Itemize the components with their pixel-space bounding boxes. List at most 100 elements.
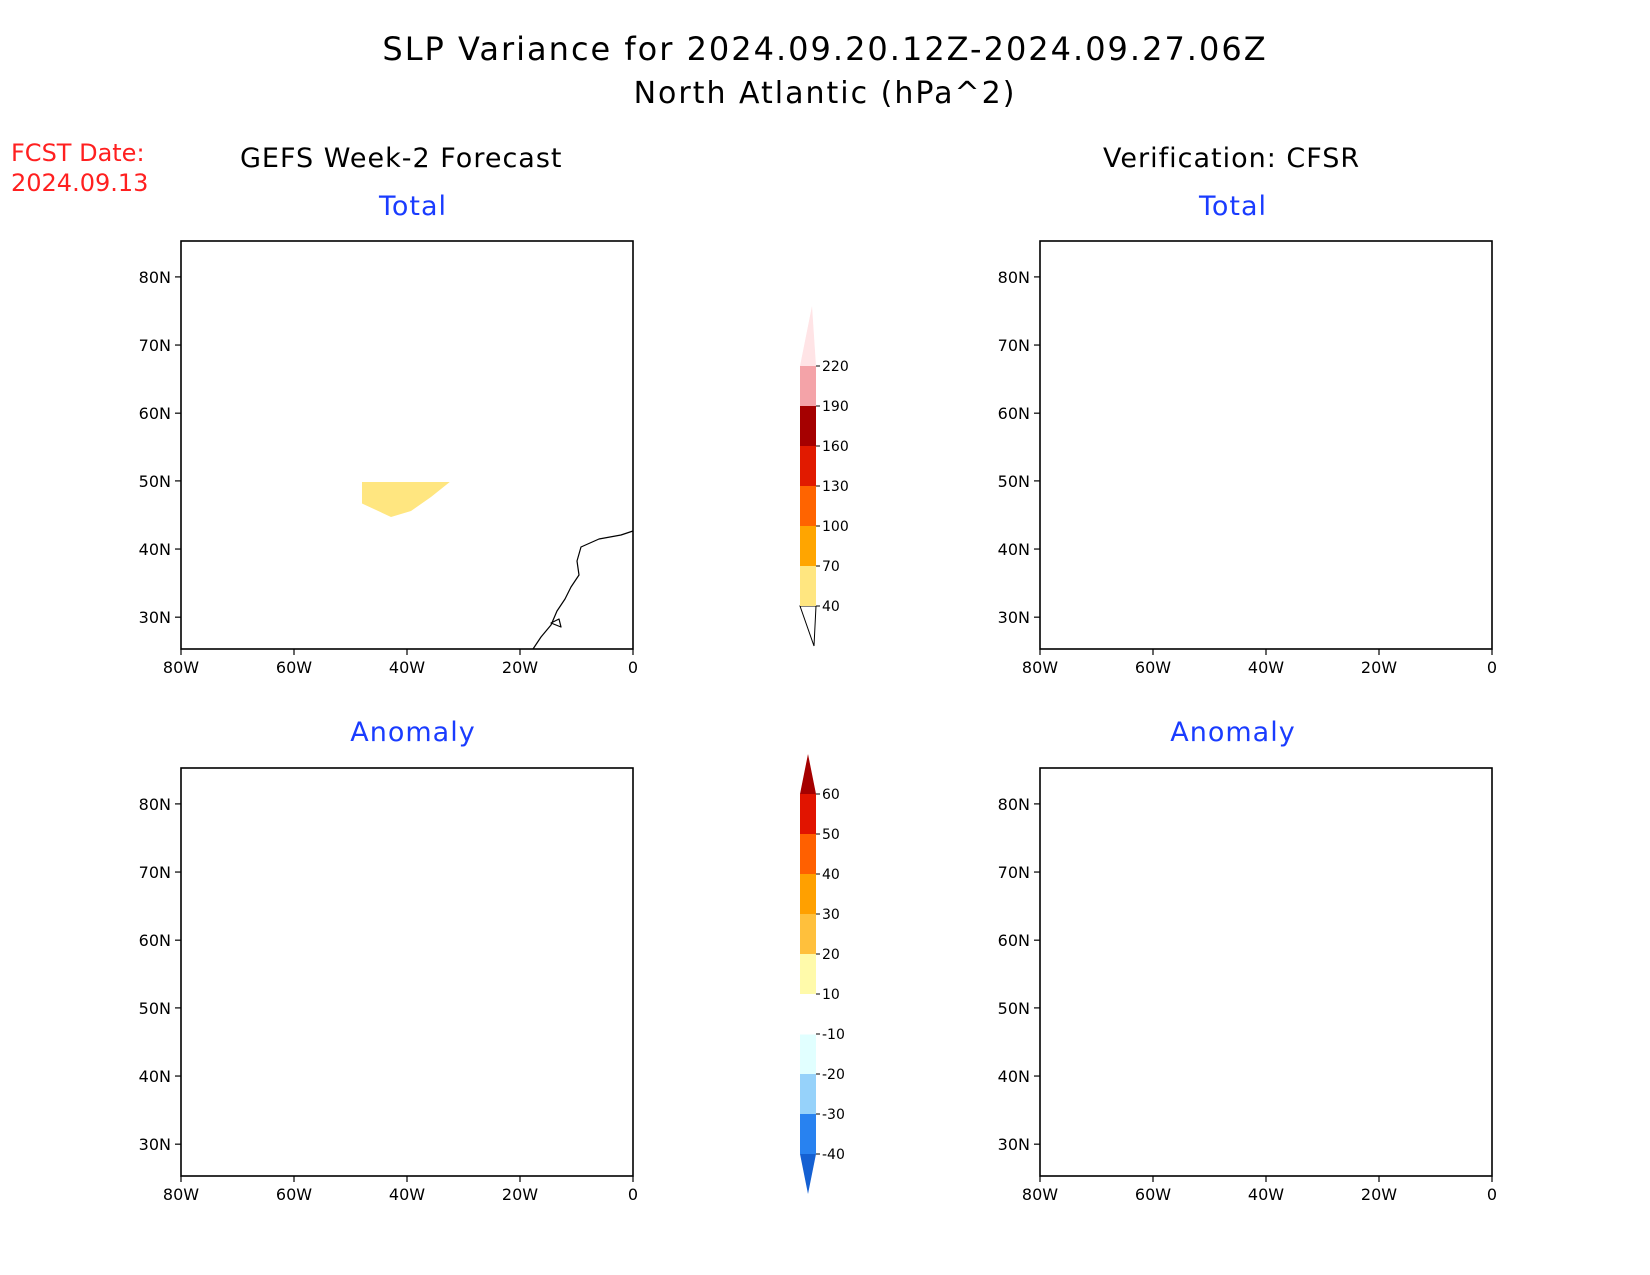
lon-tick-label: 60W (276, 658, 312, 677)
colorbar-total-label: 100 (822, 519, 849, 535)
column-heading-gefs: GEFS Week-2 Forecast (240, 143, 563, 174)
colorbar-anomaly-swatch (800, 834, 816, 874)
colorbar-anomaly-label: -40 (822, 1147, 845, 1163)
colorbar-anomaly-label: 40 (822, 867, 840, 883)
colorbar-anomaly-label: -20 (822, 1067, 845, 1083)
colorbar-anomaly-swatch (800, 1034, 816, 1074)
lon-tick-label: 60W (1135, 658, 1171, 677)
lon-tick-label: 0 (628, 658, 638, 677)
lat-tick-label: 70N (139, 336, 171, 355)
colorbar-total-lower-arrow (799, 605, 817, 647)
colorbar-anomaly-swatch (800, 914, 816, 954)
colorbar-total-upper-arrow (800, 306, 816, 366)
lat-tick-label: 80N (139, 795, 171, 814)
lon-tick-label: 60W (1135, 1185, 1171, 1204)
lat-tick-label: 50N (998, 999, 1030, 1018)
forecast-date-value: 2024.09.13 (11, 169, 149, 197)
colorbar-total-swatch (800, 366, 816, 406)
colorbar-total-label: 40 (822, 599, 840, 615)
lat-tick-label: 50N (139, 472, 171, 491)
lat-tick-label: 80N (998, 795, 1030, 814)
map-verification-total (1039, 240, 1493, 650)
axis-labels: 80N 70N 60N 50N 40N 30N 80W 60W 40W 20W 0 80N 70N 60N… (139, 268, 1497, 1204)
lon-tick-label: 0 (1487, 658, 1497, 677)
main-title: SLP Variance for 2024.09.20.12Z-2024.09.… (382, 30, 1268, 68)
map-verification-anomaly (1039, 767, 1493, 1177)
colorbar-anomaly: -40 -30 -20 -10 10 20 30 40 50 60 (799, 754, 845, 1194)
colorbar-total-label: 220 (822, 359, 849, 375)
map-forecast-total (180, 240, 634, 650)
map-forecast-anomaly (180, 767, 634, 1177)
lat-tick-label: 40N (139, 1067, 171, 1086)
lat-tick-label: 60N (998, 931, 1030, 950)
lon-tick-label: 40W (389, 658, 425, 677)
lon-tick-label: 20W (1361, 658, 1397, 677)
panel-title-verification-total: Total (1198, 191, 1268, 222)
panel-title-forecast-total: Total (378, 191, 448, 222)
lon-tick-label: 60W (276, 1185, 312, 1204)
colorbar-anomaly-label: 10 (822, 987, 840, 1003)
main-subtitle: North Atlantic (hPa^2) (633, 76, 1017, 111)
colorbar-anomaly-swatch (800, 794, 816, 834)
lon-tick-label: 0 (1487, 1185, 1497, 1204)
colorbar-anomaly-label: 60 (822, 787, 840, 803)
lat-tick-label: 80N (139, 268, 171, 287)
panel-title-verification-anomaly: Anomaly (1170, 717, 1296, 748)
colorbar-anomaly-label: 50 (822, 827, 840, 843)
lon-tick-label: 80W (1022, 658, 1058, 677)
colorbar-total-swatch (800, 526, 816, 566)
colorbar-anomaly-swatch (799, 993, 817, 1035)
colorbar-total: 40 70 100 130 160 190 220 (799, 306, 849, 647)
lon-tick-label: 80W (1022, 1185, 1058, 1204)
lon-tick-label: 40W (1248, 1185, 1284, 1204)
lon-tick-label: 20W (502, 658, 538, 677)
lon-tick-label: 0 (628, 1185, 638, 1204)
lat-tick-label: 60N (139, 404, 171, 423)
lat-tick-label: 60N (139, 931, 171, 950)
lat-tick-label: 70N (998, 336, 1030, 355)
colorbar-total-label: 130 (822, 479, 849, 495)
forecast-date-label: FCST Date: (11, 139, 145, 167)
colorbar-anomaly-swatch (800, 874, 816, 914)
lat-tick-label: 30N (998, 608, 1030, 627)
colorbar-anomaly-lower-arrow (800, 1154, 816, 1194)
colorbar-total-label: 160 (822, 439, 849, 455)
lat-tick-label: 50N (139, 999, 171, 1018)
colorbar-total-swatch (800, 406, 816, 446)
lat-tick-label: 60N (998, 404, 1030, 423)
lon-tick-label: 80W (163, 1185, 199, 1204)
lat-tick-label: 40N (998, 1067, 1030, 1086)
lon-tick-label: 20W (502, 1185, 538, 1204)
colorbar-total-label: 70 (822, 559, 840, 575)
colorbar-anomaly-swatch (800, 1074, 816, 1114)
lat-tick-label: 80N (998, 268, 1030, 287)
lon-tick-label: 40W (1248, 658, 1284, 677)
colorbar-total-swatch (800, 486, 816, 526)
panel-title-forecast-anomaly: Anomaly (350, 717, 476, 748)
lat-tick-label: 30N (139, 608, 171, 627)
colorbar-anomaly-swatch (800, 1114, 816, 1154)
lon-tick-label: 20W (1361, 1185, 1397, 1204)
colorbar-total-swatch (800, 566, 816, 606)
colorbar-total-label: 190 (822, 399, 849, 415)
lat-tick-label: 30N (139, 1135, 171, 1154)
colorbar-anomaly-swatch (800, 954, 816, 994)
colorbar-anomaly-label: 20 (822, 947, 840, 963)
lat-tick-label: 30N (998, 1135, 1030, 1154)
lat-tick-label: 50N (998, 472, 1030, 491)
lon-tick-label: 80W (163, 658, 199, 677)
lat-tick-label: 40N (139, 540, 171, 559)
colorbar-anomaly-label: 30 (822, 907, 840, 923)
colorbar-anomaly-label: -10 (822, 1027, 845, 1043)
lat-tick-label: 70N (998, 863, 1030, 882)
colorbar-total-swatch (800, 446, 816, 486)
colorbar-anomaly-label: -30 (822, 1107, 845, 1123)
lat-tick-label: 70N (139, 863, 171, 882)
colorbar-anomaly-upper-arrow (800, 754, 816, 794)
forecast-date-block: FCST Date: 2024.09.13 (11, 138, 148, 198)
column-heading-verification: Verification: CFSR (1103, 143, 1361, 174)
lat-tick-label: 40N (998, 540, 1030, 559)
lon-tick-label: 40W (389, 1185, 425, 1204)
total-40-contour (362, 482, 450, 517)
